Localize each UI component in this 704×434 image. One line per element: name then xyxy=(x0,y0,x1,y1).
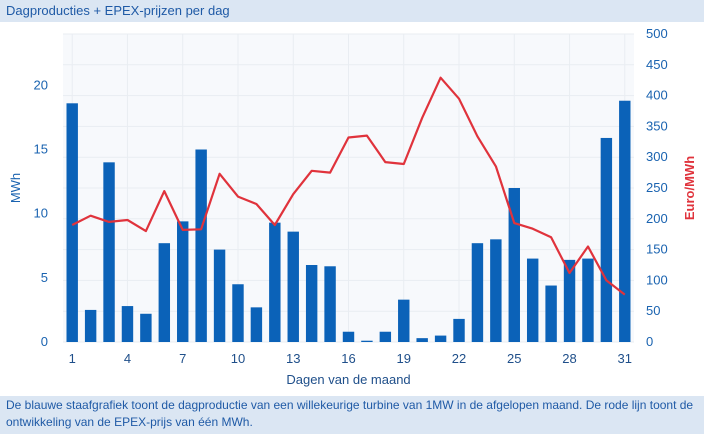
y-tick-label-right: 300 xyxy=(646,149,668,164)
bar-day-21 xyxy=(434,335,447,342)
y-tick-label-left: 5 xyxy=(41,270,48,285)
x-tick-label: 22 xyxy=(452,351,466,366)
x-tick-label: 28 xyxy=(562,351,576,366)
bar-day-27 xyxy=(545,285,557,342)
chart-caption: De blauwe staafgrafiek toont de dagprodu… xyxy=(0,396,704,434)
chart-area: 1 4 7 10 13 16 19 22 25 28 31 0 5 10 15 20 0 50 100 150 200 2… xyxy=(0,22,704,396)
bar-day-11 xyxy=(250,307,263,342)
bar-day-5 xyxy=(140,313,152,342)
y-tick-label-right: 100 xyxy=(646,272,668,287)
y-tick-label-right: 250 xyxy=(646,180,668,195)
y-tick-label-right: 0 xyxy=(646,334,653,349)
y-tick-label-left: 15 xyxy=(34,142,48,157)
bar-day-1 xyxy=(66,103,78,342)
bar-day-20 xyxy=(416,338,428,342)
y-tick-label-left: 0 xyxy=(41,334,48,349)
bar-day-14 xyxy=(305,265,318,342)
bar-day-9 xyxy=(213,249,226,342)
x-tick-label: 19 xyxy=(397,351,411,366)
x-tick-label: 1 xyxy=(69,351,76,366)
x-axis-label: Dagen van de maand xyxy=(286,372,410,387)
y-tick-label-right: 150 xyxy=(646,242,668,257)
chart-svg: 1 4 7 10 13 16 19 22 25 28 31051015200501001502002… xyxy=(8,26,697,387)
bar-day-4 xyxy=(121,306,134,342)
bar-day-2 xyxy=(84,309,97,342)
x-tick-label: 13 xyxy=(286,351,300,366)
y-tick-label-right: 200 xyxy=(646,211,668,226)
bar-day-17 xyxy=(361,340,373,342)
y-tick-label-right: 350 xyxy=(646,118,668,133)
bar-day-22 xyxy=(453,318,465,342)
y-tick-label-right: 400 xyxy=(646,88,668,103)
bar-day-7 xyxy=(177,221,189,342)
bar-day-8 xyxy=(195,149,207,342)
bar-day-19 xyxy=(398,299,410,342)
bar-day-6 xyxy=(158,243,171,342)
x-tick-label: 10 xyxy=(231,351,245,366)
y-tick-label-right: 450 xyxy=(646,57,668,72)
bar-day-30 xyxy=(600,137,613,342)
y-axis-label-left: MWh xyxy=(8,173,23,203)
series-line-epex xyxy=(71,76,626,296)
y-tick-label-left: 20 xyxy=(34,77,48,92)
x-tick-label: 25 xyxy=(507,351,521,366)
bar-day-28 xyxy=(563,259,576,342)
x-tick-label: 31 xyxy=(618,351,632,366)
bar-day-25 xyxy=(508,188,520,342)
bar-day-3 xyxy=(103,162,115,342)
y-tick-label-left: 10 xyxy=(34,206,48,221)
x-tick-label: 7 xyxy=(179,351,186,366)
y-tick-label-right: 50 xyxy=(646,303,660,318)
bar-day-15 xyxy=(324,266,336,342)
bar-day-13 xyxy=(287,231,299,342)
x-tick-label: 4 xyxy=(124,351,131,366)
bar-day-23 xyxy=(471,243,484,342)
y-tick-label-right: 500 xyxy=(646,26,668,41)
bar-day-29 xyxy=(582,258,594,342)
chart-header-title: Dagproducties + EPEX-prijzen per dag xyxy=(0,0,704,22)
x-tick-label: 16 xyxy=(341,351,355,366)
bar-day-10 xyxy=(232,284,244,342)
bar-day-31 xyxy=(619,100,631,342)
bar-day-18 xyxy=(379,331,392,342)
bar-day-12 xyxy=(269,222,281,342)
bar-day-16 xyxy=(342,331,355,342)
bar-day-24 xyxy=(490,239,502,342)
y-axis-label-right: Euro/MWh xyxy=(682,156,697,220)
bar-day-26 xyxy=(526,258,539,342)
